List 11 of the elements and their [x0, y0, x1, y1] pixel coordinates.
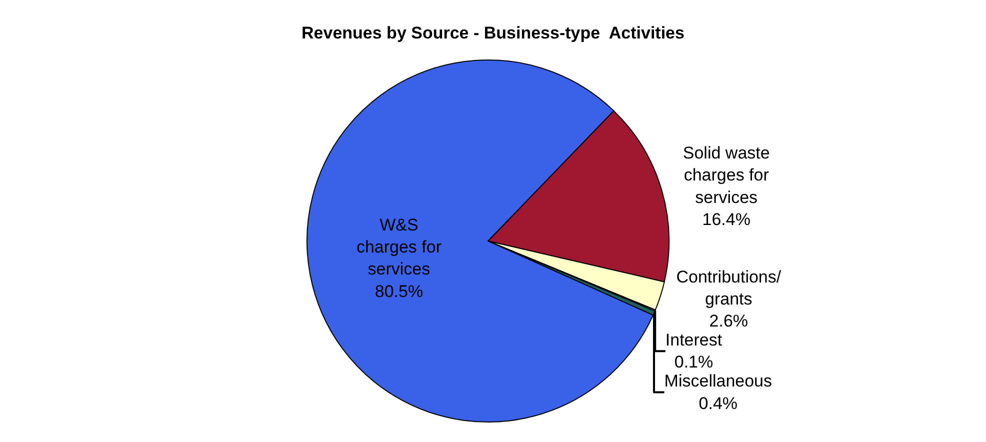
chart-title: Revenues by Source - Business-type Activities: [302, 23, 684, 42]
slice-label: Contributions/ grants: [676, 267, 782, 309]
data-label: 80.5%: [374, 282, 424, 301]
slice-label: Solid waste charges for services: [682, 144, 770, 207]
slice-label: W&S charges for services: [356, 215, 442, 279]
slice-label: Interest: [665, 330, 722, 350]
data-label: 2.6%: [709, 312, 748, 331]
data-label: 16.4%: [702, 210, 750, 229]
data-label: 0.1%: [674, 352, 714, 372]
slice-label: Miscellaneous: [664, 372, 772, 391]
data-label: 0.4%: [698, 394, 738, 413]
